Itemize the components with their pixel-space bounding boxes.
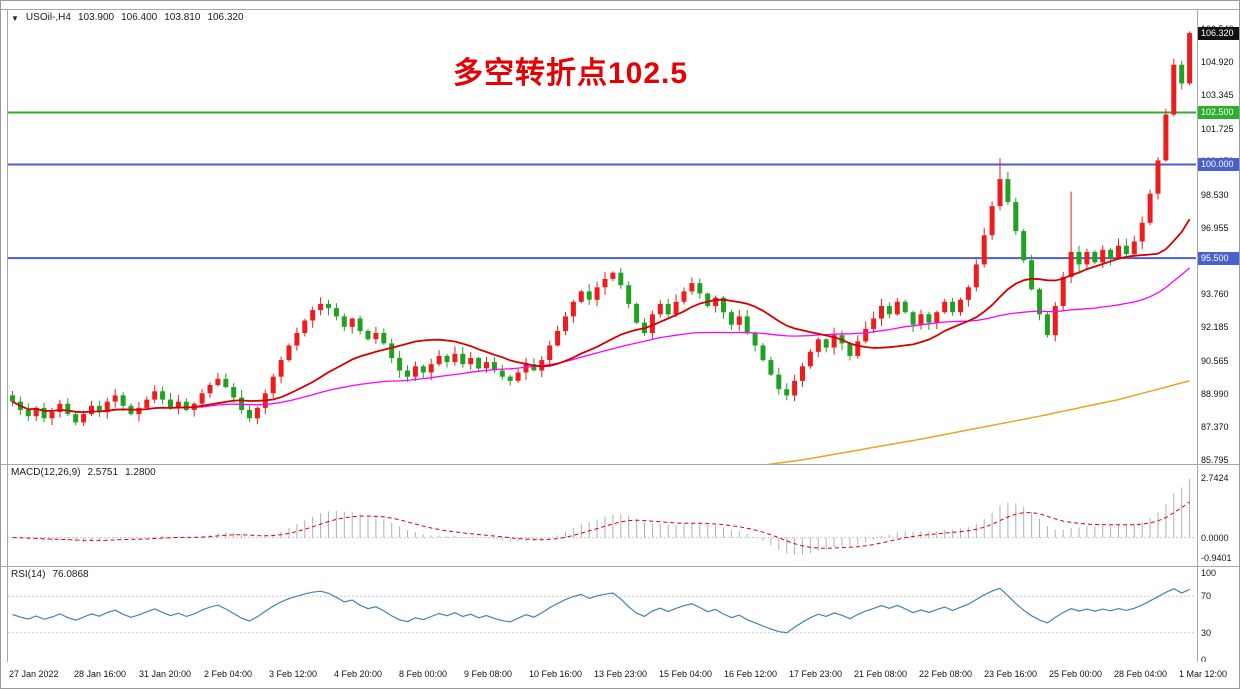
rsi-axis-tick: 70	[1201, 591, 1212, 602]
time-axis-label: 3 Feb 12:00	[269, 669, 318, 679]
macd-signal-label: 1.2800	[125, 467, 156, 478]
macd-name-label: MACD(12,26,9)	[11, 467, 81, 478]
time-axis-label: 27 Jan 2022	[9, 669, 59, 679]
rsi-axis-tick: 0	[1201, 655, 1207, 665]
time-axis-label: 10 Feb 16:00	[529, 669, 583, 679]
time-axis-label: 21 Feb 08:00	[854, 669, 908, 679]
chart-ohlc-header: ▼ USOil-,H4 103.900 106.400 103.810 106.…	[11, 12, 244, 25]
price-axis-tick: 90.565	[1201, 355, 1229, 366]
rsi-panel-divider[interactable]	[1, 566, 1239, 567]
price-axis-tick: 85.795	[1201, 455, 1229, 465]
time-axis-label: 4 Feb 20:00	[334, 669, 383, 679]
time-axis-label: 25 Feb 00:00	[1049, 669, 1103, 679]
time-axis[interactable]: 27 Jan 2022 28 Jan 16:00 31 Jan 20:00 2 Feb…	[1, 662, 1239, 688]
time-axis-label: 8 Feb 00:00	[399, 669, 448, 679]
time-axis-label: 31 Jan 20:00	[139, 669, 192, 679]
price-axis-tick: 93.760	[1201, 289, 1229, 300]
rsi-axis-tick: 30	[1201, 627, 1212, 638]
current-price-badge: 106.320	[1198, 26, 1239, 40]
open-value: 103.900	[77, 12, 115, 23]
time-axis-label: 16 Feb 12:00	[724, 669, 778, 679]
macd-axis-tick: 0.0000	[1201, 532, 1229, 543]
time-axis-label: 1 Mar 12:00	[1179, 669, 1228, 679]
rsi-axis-tick: 100	[1201, 568, 1217, 578]
macd-signal-line	[12, 501, 1190, 549]
close-value: 106.320	[207, 12, 244, 23]
price-axis-tick: 88.990	[1201, 388, 1229, 399]
rsi-header: RSI(14) 76.0868	[11, 569, 89, 580]
price-axis-tick: 96.955	[1201, 222, 1229, 233]
price-line-badge: 95.500	[1198, 251, 1239, 265]
time-axis-label: 28 Feb 04:00	[1114, 669, 1168, 679]
time-axis-label: 13 Feb 23:00	[594, 669, 648, 679]
candles-layer	[10, 31, 1193, 426]
price-axis-tick: 103.345	[1201, 89, 1234, 100]
macd-header: MACD(12,26,9) 2.5751 1.2800	[11, 467, 156, 478]
macd-canvas[interactable]	[1, 464, 1197, 566]
macd-panel-divider[interactable]	[1, 464, 1239, 465]
low-value: 103.810	[164, 12, 201, 23]
time-axis-label: 28 Jan 16:00	[74, 669, 127, 679]
time-axis-label: 9 Feb 08:00	[464, 669, 513, 679]
price-axis-tick: 101.725	[1201, 123, 1234, 134]
price-line-badge: 100.000	[1198, 158, 1239, 172]
macd-axis-tick: -0.9401	[1201, 553, 1232, 564]
chart-top-border	[1, 9, 1239, 10]
price-axis-tick: 104.920	[1201, 57, 1234, 68]
time-axis-label: 23 Feb 16:00	[984, 669, 1038, 679]
chart-left-border	[7, 9, 8, 662]
macd-value-label: 2.5751	[87, 467, 119, 478]
price-axis-tick: 98.530	[1201, 190, 1229, 201]
time-axis-label: 2 Feb 04:00	[204, 669, 253, 679]
price-axis-divider	[1197, 9, 1198, 662]
rsi-canvas[interactable]	[1, 566, 1197, 662]
annotation-text[interactable]: 多空转折点102.5	[453, 57, 689, 90]
price-chart-canvas[interactable]	[1, 9, 1197, 464]
time-axis-label: 15 Feb 04:00	[659, 669, 713, 679]
time-axis-label: 22 Feb 08:00	[919, 669, 973, 679]
time-axis-label: 17 Feb 23:00	[789, 669, 843, 679]
price-line-badge: 102.500	[1198, 106, 1239, 120]
rsi-name-label: RSI(14)	[11, 569, 46, 580]
macd-histogram	[19, 479, 1191, 556]
rsi-value-label: 76.0868	[52, 569, 89, 580]
symbol-dropdown-icon[interactable]: ▼	[11, 14, 19, 23]
price-axis-tick: 92.185	[1201, 322, 1229, 333]
macd-axis-tick: 2.7424	[1201, 473, 1229, 484]
symbol-timeframe-label: USOil-,H4	[25, 12, 71, 23]
price-axis-tick: 87.370	[1201, 422, 1229, 433]
high-value: 106.400	[121, 12, 158, 23]
rsi-line	[12, 587, 1190, 634]
